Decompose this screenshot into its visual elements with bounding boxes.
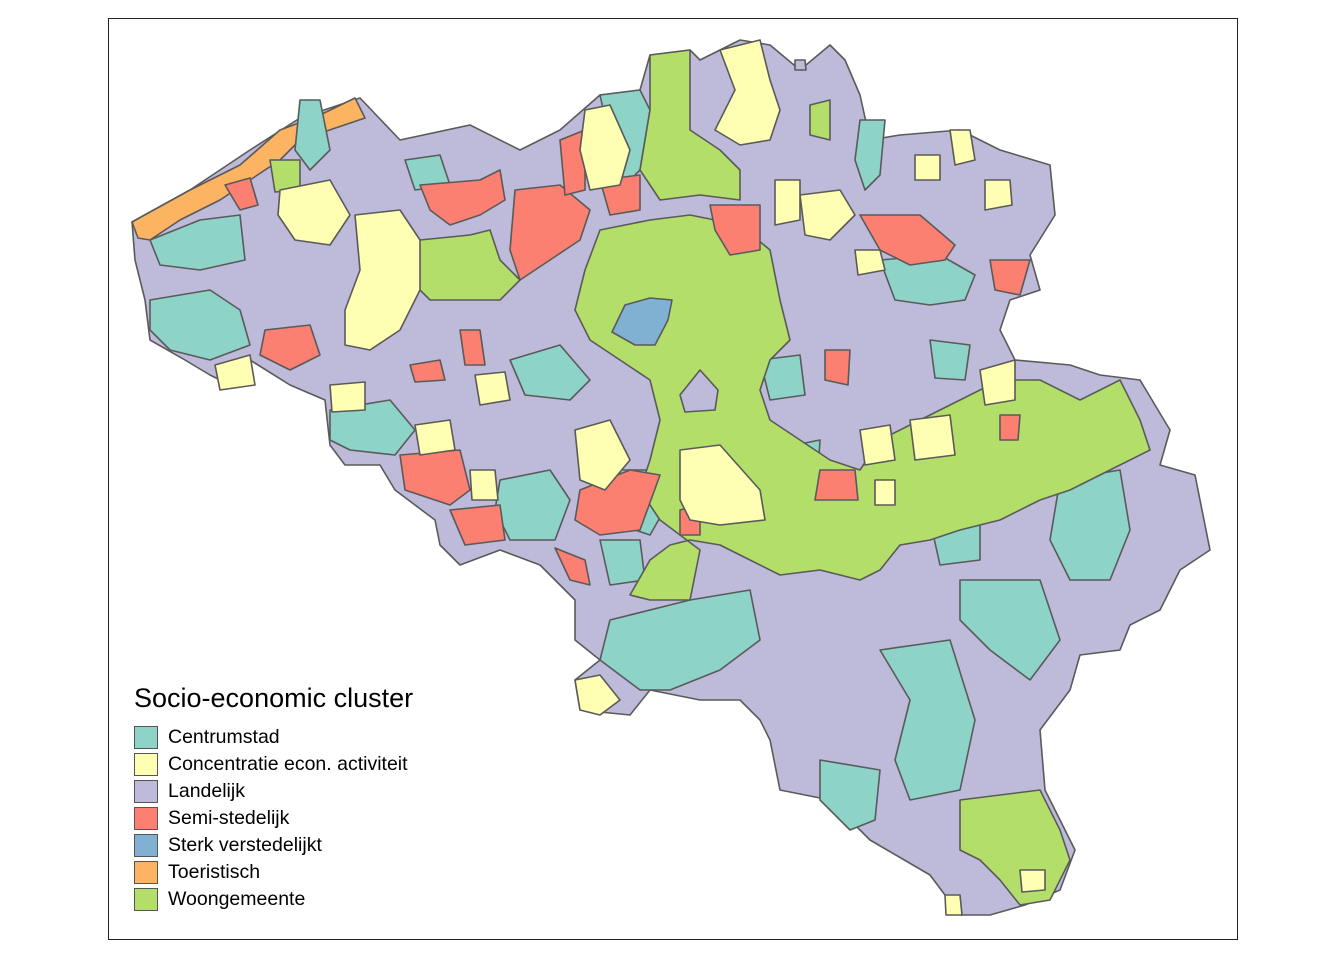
- legend-swatch: [134, 725, 158, 749]
- legend-swatch: [134, 806, 158, 830]
- legend-item: Semi-stedelijk: [134, 805, 413, 832]
- region-semistedelijk-16: [459, 329, 486, 366]
- region-concentratie-10: [914, 154, 941, 181]
- legend-item: Concentratie econ. activiteit: [134, 751, 413, 778]
- legend-swatch: [134, 833, 158, 857]
- region-concentratie-20: [574, 674, 621, 716]
- legend-swatch: [134, 887, 158, 911]
- region-centrumstad-19: [959, 579, 1061, 681]
- legend-item: Sterk verstedelijkt: [134, 832, 413, 859]
- region-concentratie-12: [574, 419, 631, 491]
- region-concentratie-22: [944, 894, 963, 916]
- region-concentratie-14: [474, 371, 511, 406]
- region-concentratie-6: [774, 179, 801, 226]
- region-concentratie-4: [714, 39, 781, 146]
- legend-item: Toeristisch: [134, 859, 413, 886]
- region-semistedelijk-6: [709, 204, 761, 256]
- region-concentratie-15: [329, 381, 366, 413]
- legend-label: Concentratie econ. activiteit: [168, 753, 408, 775]
- region-concentratie-13: [414, 419, 456, 456]
- legend-label: Semi-stedelijk: [168, 807, 290, 829]
- region-centrumstad-9: [329, 399, 416, 456]
- region-centrumstad-3: [294, 99, 331, 171]
- region-semistedelijk-8: [989, 259, 1031, 296]
- region-semistedelijk-1: [224, 177, 259, 211]
- region-semistedelijk-14: [824, 349, 851, 386]
- legend-label: Toeristisch: [168, 861, 261, 883]
- legend-label: Woongemeente: [168, 888, 306, 910]
- region-semistedelijk-17: [999, 414, 1021, 441]
- region-concentratie-3: [579, 104, 631, 191]
- region-concentratie-2: [344, 209, 421, 351]
- region-concentratie-24: [469, 469, 499, 501]
- legend-items: Centrumstad Concentratie econ. activiteit…: [134, 724, 413, 913]
- region-semistedelijk-4: [559, 129, 586, 196]
- legend-swatch: [134, 779, 158, 803]
- legend-item: Woongemeente: [134, 886, 413, 913]
- region-semistedelijk-15: [554, 547, 591, 586]
- region-centrumstad-2: [149, 289, 251, 361]
- region-concentratie-17: [909, 414, 956, 461]
- region-concentratie-23: [1019, 869, 1046, 893]
- region-concentratie-8: [984, 179, 1013, 211]
- legend-item: Landelijk: [134, 778, 413, 805]
- region-concentratie-9: [949, 129, 976, 166]
- region-centrumstad-8: [929, 339, 971, 381]
- region-woongemeente-ne: [809, 99, 831, 141]
- region-concentratie-18: [859, 424, 896, 466]
- region-semistedelijk-13: [814, 469, 859, 501]
- map-panel: [108, 18, 1238, 940]
- legend-item: Centrumstad: [134, 724, 413, 751]
- legend-swatch: [134, 860, 158, 884]
- region-centrumstad-17: [819, 759, 881, 831]
- region-concentratie-7: [854, 249, 886, 276]
- region-centrumstad-10: [509, 344, 591, 401]
- region-concentratie-1: [277, 179, 351, 246]
- legend-swatch: [134, 752, 158, 776]
- region-semistedelijk-19: [409, 359, 446, 383]
- region-centrumstad-6: [854, 119, 886, 191]
- region-concentratie-5: [799, 189, 856, 241]
- legend-title: Socio-economic cluster: [134, 683, 414, 713]
- region-centrumstad-15: [759, 354, 806, 401]
- region-centrumstad-16: [879, 639, 976, 801]
- region-concentratie-19: [979, 359, 1016, 406]
- region-woongemeente-north: [639, 49, 741, 201]
- region-centrumstad-13: [599, 589, 761, 691]
- region-landelijk-enclave-1: [679, 369, 719, 413]
- region-sterk-verstedelijkt-brussels: [611, 297, 673, 346]
- region-centrumstad-18: [1049, 469, 1131, 581]
- region-semistedelijk-9: [259, 324, 321, 371]
- region-semistedelijk-2: [419, 169, 506, 226]
- region-semistedelijk-11: [449, 504, 506, 546]
- region-landelijk-enclave-2: [794, 59, 807, 71]
- region-concentratie-16: [214, 354, 256, 391]
- region-concentratie-21: [874, 479, 896, 506]
- legend-label: Sterk verstedelijkt: [168, 834, 322, 856]
- legend: Socio-economic cluster Centrumstad Concen…: [134, 682, 413, 913]
- region-centrumstad-1: [149, 214, 246, 271]
- region-concentratie-11: [679, 444, 766, 526]
- legend-label: Centrumstad: [168, 726, 280, 748]
- legend-label: Landelijk: [168, 780, 245, 802]
